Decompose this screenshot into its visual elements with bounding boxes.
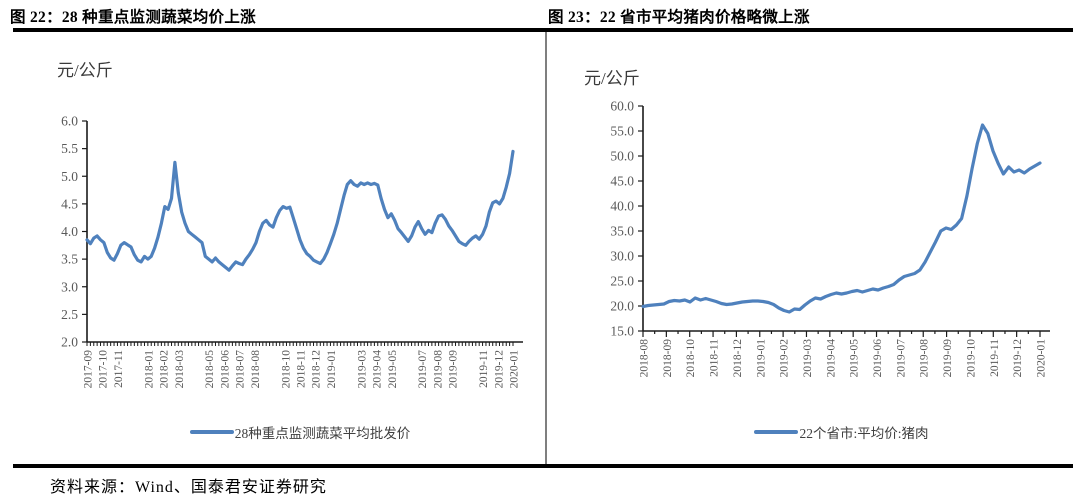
vegetable-series-legend-line-icon bbox=[189, 430, 234, 434]
x-axis-tick-label: 2019-05 bbox=[387, 350, 399, 389]
y-axis-tick-label: 3.5 bbox=[61, 252, 78, 267]
x-axis-tick-label: 2019-04 bbox=[825, 339, 837, 378]
x-axis-tick-label: 2018-03 bbox=[174, 350, 186, 389]
x-axis-tick-label: 2017-11 bbox=[113, 350, 125, 388]
pork-series-legend-line-icon bbox=[754, 430, 799, 434]
y-axis-tick-label: 50.0 bbox=[610, 149, 634, 164]
x-axis-tick-label: 2019-01 bbox=[326, 350, 338, 389]
figure22-legend: 28种重点监测蔬菜平均批发价 bbox=[87, 422, 513, 442]
x-axis-tick-label: 2019-07 bbox=[417, 350, 429, 389]
top-divider-rule bbox=[13, 28, 1073, 32]
vegetable-price-line bbox=[85, 149, 515, 272]
x-axis-tick-label: 2018-12 bbox=[732, 339, 744, 378]
x-axis-tick-label: 2018-07 bbox=[235, 350, 247, 389]
figure23-legend-label: 22个省市:平均价:猪肉 bbox=[799, 426, 929, 441]
x-axis-tick-label: 2019-03 bbox=[802, 339, 814, 378]
x-axis-tick-label: 2018-08 bbox=[639, 339, 651, 378]
figure22-legend-label: 28种重点监测蔬菜平均批发价 bbox=[234, 426, 411, 441]
x-axis-tick-label: 2019-09 bbox=[448, 350, 460, 389]
x-axis-tick-label: 2019-10 bbox=[965, 339, 977, 378]
y-axis-tick-label: 2.0 bbox=[61, 335, 78, 350]
figure23-title: 图 23：22 省市平均猪肉价格略微上涨 bbox=[548, 9, 810, 26]
y-axis-tick-label: 40.0 bbox=[610, 199, 634, 214]
x-axis-tick-label: 2020-01 bbox=[1036, 339, 1048, 378]
figure23-legend: 22个省市:平均价:猪肉 bbox=[643, 422, 1040, 442]
x-axis-tick-label: 2019-11 bbox=[478, 350, 490, 388]
y-axis-tick-label: 60.0 bbox=[610, 99, 634, 114]
x-axis-tick-label: 2019-04 bbox=[372, 350, 384, 389]
vertical-panel-divider bbox=[545, 32, 547, 464]
y-axis-tick-label: 25.0 bbox=[610, 274, 634, 289]
bottom-divider-rule bbox=[13, 464, 1073, 468]
y-axis-tick-label: 2.5 bbox=[61, 307, 78, 322]
figure22-unit-label: 元/公斤 bbox=[57, 61, 113, 80]
x-axis-tick-label: 2018-10 bbox=[280, 350, 292, 389]
x-axis-tick-label: 2017-10 bbox=[98, 350, 110, 389]
x-axis-tick-label: 2018-01 bbox=[143, 350, 155, 389]
chart-pork: 60.0 55.0 50.0 45.0 40.0 35.0 30.0 25.0 20.0 15.0… bbox=[610, 99, 1050, 378]
x-axis-tick-label: 2018-02 bbox=[159, 350, 171, 389]
x-axis-tick-label: 2018-09 bbox=[662, 339, 674, 378]
x-axis-tick-label: 2019-02 bbox=[779, 339, 791, 378]
x-axis-tick-label: 2018-12 bbox=[311, 350, 323, 389]
x-axis-tick-label: 2019-09 bbox=[942, 339, 954, 378]
figure23-unit-label: 元/公斤 bbox=[584, 69, 640, 88]
x-axis-tick-label: 2017-09 bbox=[83, 350, 95, 389]
y-axis-tick-label: 3.0 bbox=[61, 279, 78, 294]
x-axis-tick-label: 2019-11 bbox=[989, 339, 1001, 377]
y-axis-tick-label: 35.0 bbox=[610, 224, 634, 239]
y-axis-tick-label: 15.0 bbox=[610, 324, 634, 339]
x-axis-tick-label: 2019-08 bbox=[919, 339, 931, 378]
x-axis-tick-label: 2019-08 bbox=[432, 350, 444, 389]
x-axis-tick-label: 2019-06 bbox=[872, 339, 884, 378]
y-axis-tick-label: 30.0 bbox=[610, 249, 634, 264]
pork-price-line bbox=[641, 123, 1042, 314]
y-axis-tick-label: 4.0 bbox=[61, 224, 78, 239]
y-axis-tick-label: 20.0 bbox=[610, 299, 634, 314]
x-axis-tick-label: 2018-08 bbox=[250, 350, 262, 389]
source-note: 资料来源：Wind、国泰君安证券研究 bbox=[50, 479, 327, 496]
x-axis-tick-label: 2018-05 bbox=[204, 350, 216, 389]
figure22-title: 图 22：28 种重点监测蔬菜均价上涨 bbox=[10, 9, 256, 26]
y-axis-tick-label: 5.0 bbox=[61, 169, 78, 184]
x-axis-tick-label: 2018-06 bbox=[219, 350, 231, 389]
x-axis-tick-label: 2019-01 bbox=[755, 339, 767, 378]
x-axis-tick-label: 2020-01 bbox=[509, 350, 521, 389]
y-axis-tick-label: 6.0 bbox=[61, 114, 78, 129]
y-axis-tick-label: 5.5 bbox=[61, 141, 78, 156]
x-axis-tick-label: 2018-10 bbox=[685, 339, 697, 378]
x-axis-tick-label: 2019-12 bbox=[493, 350, 505, 389]
x-axis-tick-label: 2019-05 bbox=[849, 339, 861, 378]
x-axis-tick-label: 2018-11 bbox=[709, 339, 721, 377]
x-axis-tick-label: 2019-03 bbox=[356, 350, 368, 389]
y-axis-tick-label: 4.5 bbox=[61, 196, 78, 211]
x-axis-tick-label: 2019-12 bbox=[1012, 339, 1024, 378]
x-axis-tick-label: 2018-11 bbox=[296, 350, 308, 388]
x-axis-tick-label: 2019-07 bbox=[895, 339, 907, 378]
y-axis-tick-label: 55.0 bbox=[610, 124, 634, 139]
y-axis-tick-label: 45.0 bbox=[610, 174, 634, 189]
